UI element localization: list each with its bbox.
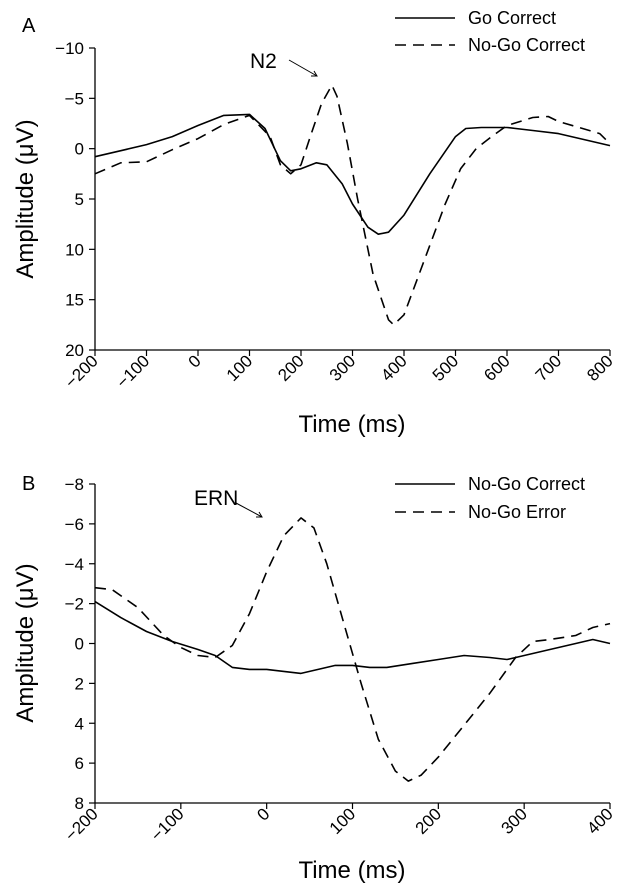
annotation-b: ERN xyxy=(194,487,263,518)
series-line-solid xyxy=(94,600,611,675)
series-group-b xyxy=(94,517,611,782)
y-tick-label: 20 xyxy=(65,341,84,360)
y-tick-label: 0 xyxy=(75,635,84,654)
x-tick-label: 800 xyxy=(583,351,616,384)
x-tick-label: −100 xyxy=(147,804,188,845)
x-tick-label: 300 xyxy=(326,351,359,384)
x-ticks-b: −200 −100 0 100 200 300 400 xyxy=(61,803,617,845)
y-tick-label: 4 xyxy=(75,714,84,733)
x-tick-label: 600 xyxy=(480,351,513,384)
x-tick-label: 200 xyxy=(412,804,445,837)
y-tick-label: 2 xyxy=(75,674,84,693)
y-tick-label: −6 xyxy=(65,515,84,534)
y-tick-label: 8 xyxy=(75,794,84,813)
series-line-solid xyxy=(94,113,611,235)
annotation-arrow-line-ern xyxy=(235,502,263,518)
x-axis-title-b: Time (ms) xyxy=(298,857,405,884)
x-tick-label: 300 xyxy=(497,804,530,837)
x-tick-label: 0 xyxy=(185,351,205,371)
y-tick-label: −4 xyxy=(65,555,84,574)
y-ticks-b: −8 −6 −4 −2 0 2 4 6 8 xyxy=(65,475,95,813)
panel-b: B −8 −6 −4 −2 0 2 4 6 8 −200 −100 0 100 200 300 400 Am… xyxy=(12,473,617,884)
panel-label-a: A xyxy=(22,15,36,37)
x-tick-label: 200 xyxy=(274,351,307,384)
series-line-dashed xyxy=(94,517,611,782)
x-tick-label: 0 xyxy=(253,804,273,824)
x-tick-label: 100 xyxy=(326,804,359,837)
y-axis-title-a: Amplitude (μV) xyxy=(12,119,39,278)
annotation-arrow-line-n2 xyxy=(288,59,318,77)
y-tick-label: 5 xyxy=(75,190,84,209)
y-tick-label: −8 xyxy=(65,475,84,494)
y-tick-label: 15 xyxy=(65,291,84,310)
x-tick-label: 500 xyxy=(429,351,462,384)
annotation-arrowhead-n2 xyxy=(311,70,318,77)
annotation-label-ern: ERN xyxy=(194,487,238,510)
annotation-label-n2: N2 xyxy=(250,50,277,73)
legend-label-b-1: No-Go Error xyxy=(468,502,566,522)
y-tick-label: 6 xyxy=(75,754,84,773)
legend-label-a-0: Go Correct xyxy=(468,8,556,28)
series-group-a xyxy=(94,84,611,326)
y-ticks-a: −10 −5 0 5 10 15 20 xyxy=(55,39,95,360)
annotation-a: N2 xyxy=(250,50,318,77)
x-tick-label: 400 xyxy=(377,351,410,384)
y-tick-label: −2 xyxy=(65,595,84,614)
x-tick-label: 400 xyxy=(583,804,616,837)
x-tick-label: −100 xyxy=(113,351,154,392)
x-tick-label: 100 xyxy=(223,351,256,384)
x-axis-title-a: Time (ms) xyxy=(298,411,405,438)
y-axis-title-b: Amplitude (μV) xyxy=(12,563,39,722)
y-tick-label: 0 xyxy=(75,140,84,159)
legend-b: No-Go Correct No-Go Error xyxy=(395,474,585,522)
x-tick-label: 700 xyxy=(532,351,565,384)
series-line-dashed xyxy=(94,84,611,326)
x-ticks-a: −200 −100 0 100 200 300 400 500 600 700 800 xyxy=(61,350,617,392)
legend-a: Go Correct No-Go Correct xyxy=(395,8,585,55)
legend-label-b-0: No-Go Correct xyxy=(468,474,585,494)
panel-label-b: B xyxy=(22,473,35,495)
y-tick-label: −5 xyxy=(65,89,84,108)
y-tick-label: −10 xyxy=(55,39,84,58)
y-tick-label: 10 xyxy=(65,240,84,259)
annotation-arrowhead-ern xyxy=(256,511,263,518)
x-tick-label: −200 xyxy=(61,804,102,845)
legend-label-a-1: No-Go Correct xyxy=(468,35,585,55)
